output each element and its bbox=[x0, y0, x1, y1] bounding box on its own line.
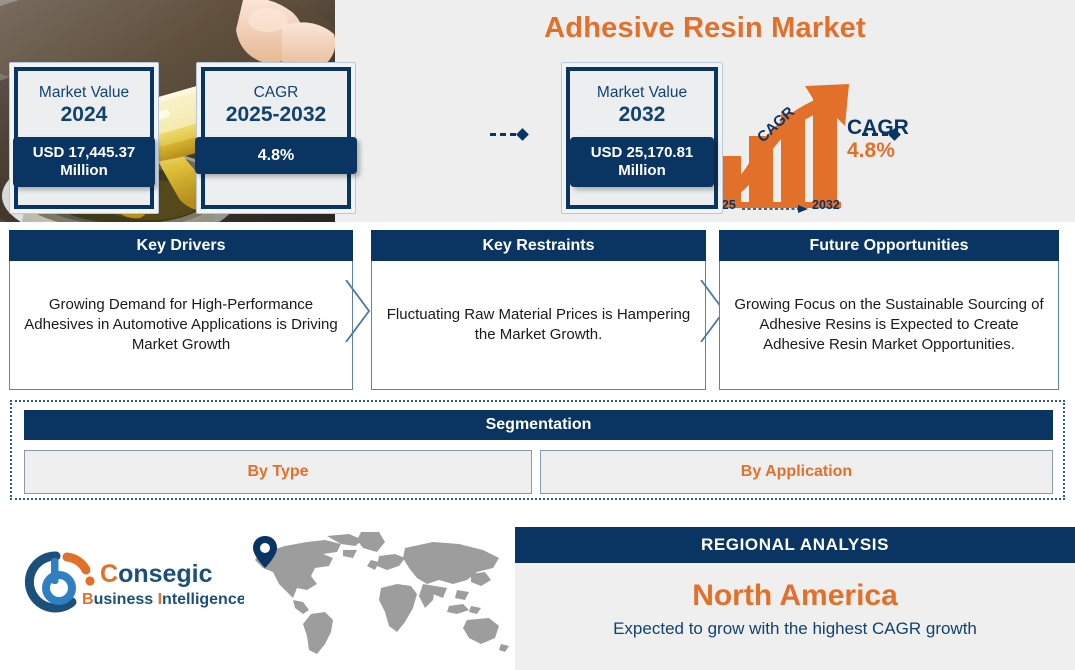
dash-segment bbox=[490, 132, 516, 136]
page-title: Adhesive Resin Market bbox=[544, 12, 866, 44]
panel-future-opportunities: Future Opportunities Growing Focus on th… bbox=[719, 230, 1059, 390]
logo-name-c: C bbox=[100, 560, 118, 588]
consegic-logo: Consegic Business Intelligence bbox=[12, 548, 244, 614]
metric-value-chip: USD 25,170.81 Million bbox=[570, 137, 714, 188]
panel-key-restraints: Key Restraints Fluctuating Raw Material … bbox=[371, 230, 706, 390]
connector-dashed-2 bbox=[862, 127, 901, 141]
logo-name-rest: onsegic bbox=[118, 560, 213, 588]
panel-body: Fluctuating Raw Material Prices is Hampe… bbox=[371, 261, 706, 390]
diamond-marker bbox=[888, 127, 901, 141]
metric-card-cagr: CAGR 2025-2032 4.8% bbox=[195, 62, 357, 214]
year-arrow-icon bbox=[742, 205, 808, 213]
metric-card-market-value-2024: Market Value 2024 USD 17,445.37 Million bbox=[9, 62, 159, 214]
logo-tagline-i: I bbox=[158, 591, 162, 608]
panel-key-drivers: Key Drivers Growing Demand for High-Perf… bbox=[9, 230, 353, 390]
regional-analysis-card: REGIONAL ANALYSIS North America Expected… bbox=[515, 527, 1075, 670]
regional-analysis-header: REGIONAL ANALYSIS bbox=[515, 527, 1075, 563]
svg-text:Business Intelligence: Business Intelligence bbox=[82, 591, 244, 608]
regional-region-name: North America bbox=[692, 579, 898, 612]
panel-body: Growing Demand for High-Performance Adhe… bbox=[9, 261, 353, 390]
logo-tagline-b: B bbox=[82, 591, 94, 608]
panel-header: Key Drivers bbox=[9, 230, 353, 261]
world-map bbox=[245, 528, 513, 660]
logo-tagline-usiness: usiness bbox=[94, 591, 158, 608]
insight-panels: Key Drivers Growing Demand for High-Perf… bbox=[0, 230, 1075, 390]
segmentation-header: Segmentation bbox=[24, 410, 1053, 440]
growth-end-year: 2032 bbox=[812, 198, 840, 212]
metric-card-inner: CAGR 2025-2032 4.8% bbox=[195, 67, 357, 209]
diamond-marker bbox=[516, 127, 529, 141]
panel-header: Future Opportunities bbox=[719, 230, 1059, 261]
svg-text:Consegic: Consegic bbox=[100, 560, 213, 588]
regional-note: Expected to grow with the highest CAGR g… bbox=[613, 619, 977, 638]
metric-card-inner: Market Value 2024 USD 17,445.37 Million bbox=[13, 67, 155, 209]
metric-period: 2032 bbox=[618, 103, 666, 127]
metric-card-market-value-2032: Market Value 2032 USD 25,170.81 Million bbox=[561, 62, 723, 214]
panel-body: Growing Focus on the Sustainable Sourcin… bbox=[719, 261, 1059, 390]
metric-label: CAGR 2025-2032 bbox=[226, 84, 326, 128]
map-location-pin bbox=[253, 536, 277, 568]
segment-by-application[interactable]: By Application bbox=[540, 450, 1053, 494]
metric-value-chip: USD 17,445.37 Million bbox=[13, 137, 155, 188]
cagr-callout: CAGR 4.8% bbox=[847, 116, 909, 163]
metric-label-text: Market Value bbox=[38, 84, 130, 101]
logo-tagline-ntelligence: ntelligence bbox=[162, 591, 244, 608]
dash-segment bbox=[862, 132, 888, 136]
connector-dashed-1 bbox=[490, 127, 529, 141]
metric-card-inner: Market Value 2032 USD 25,170.81 Million bbox=[566, 67, 718, 209]
metric-period: 2025-2032 bbox=[225, 103, 327, 127]
metric-label-text: Market Value bbox=[596, 84, 688, 101]
segmentation-section: Segmentation By Type By Application bbox=[10, 400, 1065, 500]
metric-label: Market Value 2024 bbox=[39, 84, 129, 128]
cagr-callout-value: 4.8% bbox=[847, 139, 895, 163]
segment-by-type[interactable]: By Type bbox=[24, 450, 532, 494]
metric-label: Market Value 2032 bbox=[597, 84, 687, 128]
metric-value-chip: 4.8% bbox=[195, 137, 357, 175]
metric-label-text: CAGR bbox=[253, 84, 299, 101]
chevron-right-icon-1 bbox=[345, 280, 371, 342]
bottom-section: Consegic Business Intelligence bbox=[0, 510, 1075, 670]
top-section: Adhesive Resin Market Market Value 2024 … bbox=[0, 0, 1075, 222]
metric-period: 2024 bbox=[60, 103, 108, 127]
panel-header: Key Restraints bbox=[371, 230, 706, 261]
world-map-continents bbox=[255, 532, 509, 654]
